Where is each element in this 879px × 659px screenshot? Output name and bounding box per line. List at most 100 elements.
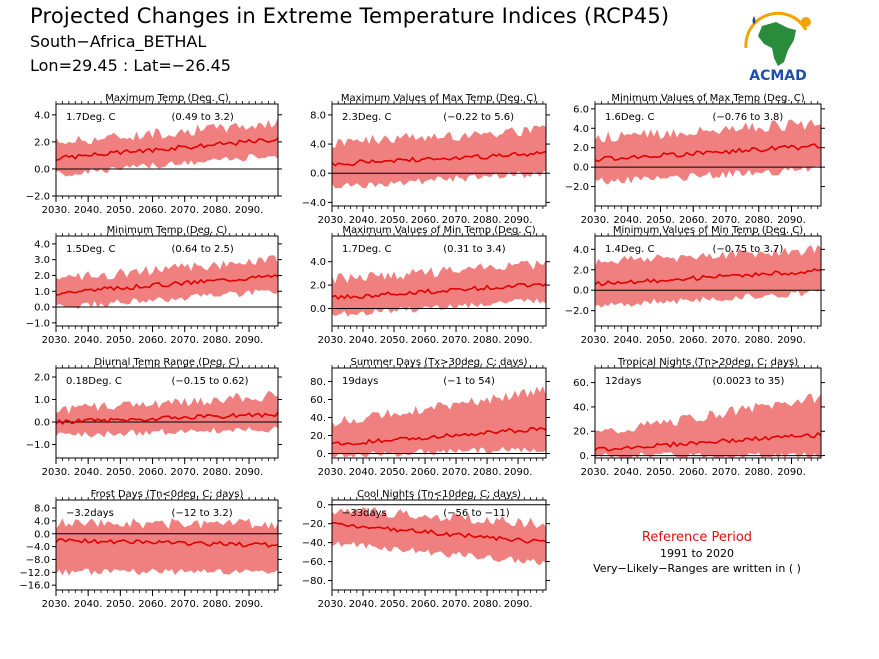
plot-frame <box>55 103 279 197</box>
x-tick-label: 2050. <box>380 467 409 478</box>
y-tick-label: 4.0 <box>573 245 589 256</box>
x-tick-label: 2070. <box>442 599 471 610</box>
chart-panel: 0. 20. 40. 60. 2030. 2040. 2050. 2060. 2070. 2080… <box>573 357 825 478</box>
y-tick-label: 1.0 <box>34 395 50 406</box>
x-tick-label: 2040. <box>349 467 378 478</box>
x-tick-label: 2080. <box>203 205 232 216</box>
x-tick-label: 2090. <box>504 467 533 478</box>
x-tick-label: 2060. <box>411 467 440 478</box>
x-tick-label: 2080. <box>744 215 773 226</box>
x-tick-label: 2080. <box>473 467 502 478</box>
change-value-label: 1.6Deg. C <box>605 112 654 123</box>
x-tick-label: 2090. <box>777 335 806 346</box>
median-line <box>331 426 547 446</box>
x-tick-label: 2070. <box>442 335 471 346</box>
chart-title: Summer Days (Tx>30deg. C; days) <box>350 357 527 368</box>
chart-title: Minimum Values of Max Temp (Deg. C) <box>611 93 804 104</box>
x-tick-label: 2060. <box>411 215 440 226</box>
x-tick-label: 2060. <box>679 467 708 478</box>
y-tick-label: 4.0 <box>34 239 50 250</box>
plot-frame <box>594 235 822 327</box>
y-tick-label: −4.0 <box>302 198 326 209</box>
chart-title: Diurnal Temp Range (Deg. C) <box>94 357 239 368</box>
change-value-label: 1.5Deg. C <box>66 244 115 255</box>
chart-title: Tropical Nights (Tn>20deg. C; days) <box>617 357 798 368</box>
y-tick-label: −2.0 <box>26 192 50 203</box>
y-tick-label: 0.0 <box>34 303 50 314</box>
x-tick-label: 2030. <box>581 467 610 478</box>
y-tick-label: 0.0 <box>310 169 326 180</box>
x-tick-label: 2040. <box>613 215 642 226</box>
x-tick-label: 2050. <box>380 599 409 610</box>
change-value-label: 12days <box>605 376 641 387</box>
change-value-label: 1.7Deg. C <box>342 244 391 255</box>
chart-title: Maximum Values of Min Temp (Deg. C) <box>342 225 535 236</box>
median-line <box>594 431 822 452</box>
range-band <box>332 506 546 566</box>
location-label: South−Africa_BETHAL <box>30 32 207 51</box>
y-tick-label: 40. <box>573 402 589 413</box>
x-tick-label: 2070. <box>170 205 199 216</box>
x-tick-label: 2030. <box>581 335 610 346</box>
x-tick-label: 2070. <box>712 467 741 478</box>
y-tick-label: −12.0 <box>19 568 50 579</box>
x-tick-label: 2080. <box>203 335 232 346</box>
x-tick-label: 2070. <box>712 215 741 226</box>
x-tick-label: 2050. <box>646 467 675 478</box>
y-tick-label: 6.0 <box>573 104 589 115</box>
change-value-label: 0.18Deg. C <box>66 376 122 387</box>
y-tick-label: 0. <box>316 449 326 460</box>
median-line <box>594 143 822 163</box>
y-tick-label: 0.0 <box>310 304 326 315</box>
chart-panel: 0.0 2.0 4.0 2030. 2040. 2050. 2060. 2070. 2080. 2… <box>310 225 550 346</box>
chart-title: Frost Days (Tn<0deg. C; days) <box>91 489 244 500</box>
plot-frame <box>331 103 547 207</box>
median-line <box>55 137 279 161</box>
x-tick-label: 2030. <box>318 215 347 226</box>
y-tick-label: −4.0 <box>26 542 50 553</box>
x-tick-label: 2090. <box>504 335 533 346</box>
drop-icon <box>752 16 756 24</box>
reference-title: Reference Period <box>641 530 753 545</box>
very-likely-range-label: (0.49 to 3.2) <box>171 112 233 123</box>
y-tick-label: 2.0 <box>34 137 50 148</box>
x-tick-label: 2030. <box>42 467 71 478</box>
y-tick-label: 0.0 <box>573 163 589 174</box>
y-tick-label: −1.0 <box>26 440 50 451</box>
chart-panel: −2.0 0.0 2.0 4.0 2030. 2040. 2050. 2060. 2070. 20… <box>26 93 282 216</box>
median-line <box>55 537 279 548</box>
plot-frame <box>594 367 822 459</box>
change-value-label: −3.2days <box>66 508 114 519</box>
y-tick-label: 40. <box>310 413 326 424</box>
very-likely-range-label: (−0.22 to 5.6) <box>443 112 514 123</box>
range-band <box>332 260 546 317</box>
x-tick-label: 2090. <box>777 215 806 226</box>
range-band <box>56 117 278 177</box>
x-tick-label: 2040. <box>349 215 378 226</box>
reference-note: Reference Period 1991 to 2020 Very−Likel… <box>592 530 802 575</box>
chart-panel: −16.0 −12.0 −8.0 −4.0 0.0 4.08.0 2030. 2040. 205… <box>19 489 282 610</box>
x-tick-label: 2030. <box>42 599 71 610</box>
x-tick-label: 2080. <box>473 599 502 610</box>
chart-panel: 0.−20.−40.−60.−80.2030. 2040. 2050. 2060. 20… <box>302 489 550 610</box>
range-band <box>332 125 546 189</box>
x-tick-label: 2070. <box>442 467 471 478</box>
x-tick-label: 2060. <box>138 205 167 216</box>
median-line <box>331 282 547 300</box>
very-likely-range-label: (0.0023 to 35) <box>713 376 785 387</box>
plot-frame <box>55 235 279 327</box>
x-tick-label: 2070. <box>170 599 199 610</box>
y-tick-label: −1.0 <box>26 318 50 329</box>
y-tick-label: −80. <box>302 576 326 587</box>
change-value-label: 19days <box>342 376 378 387</box>
y-tick-label: 0. <box>316 500 326 511</box>
x-tick-label: 2050. <box>106 335 135 346</box>
very-likely-range-label: (0.31 to 3.4) <box>443 244 505 255</box>
x-tick-label: 2040. <box>74 467 103 478</box>
x-tick-label: 2050. <box>646 215 675 226</box>
y-tick-label: −2.0 <box>565 182 589 193</box>
x-tick-label: 2080. <box>744 467 773 478</box>
x-tick-label: 2050. <box>380 215 409 226</box>
